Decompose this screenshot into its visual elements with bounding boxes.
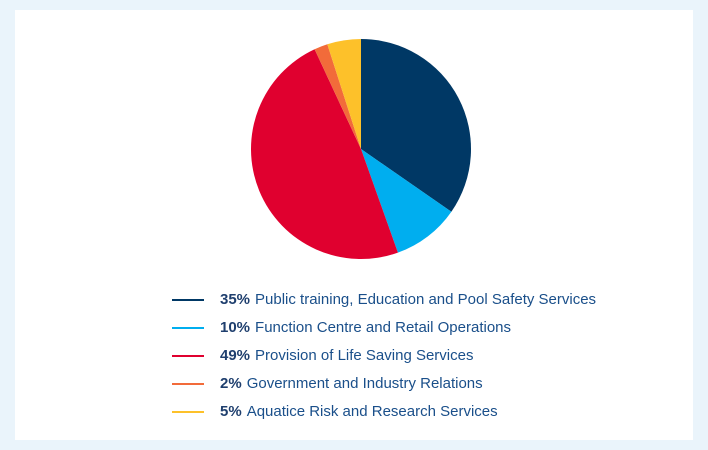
pie-slice xyxy=(361,39,471,212)
legend-label: Public training, Education and Pool Safe… xyxy=(255,291,596,308)
pie-slice xyxy=(251,49,398,259)
legend-value: 49% xyxy=(220,347,250,364)
legend-entry: 2% Government and Industry Relations xyxy=(220,375,483,392)
legend-value: 5% xyxy=(220,403,242,420)
legend-value: 35% xyxy=(220,291,250,308)
pie-slice xyxy=(327,39,361,149)
legend-label: Provision of Life Saving Services xyxy=(255,347,473,364)
legend-entry: 10% Function Centre and Retail Operations xyxy=(220,319,511,336)
legend-value: 2% xyxy=(220,375,242,392)
legend-entry: 5% Aquatice Risk and Research Services xyxy=(220,403,498,420)
legend-label: Function Centre and Retail Operations xyxy=(255,319,511,336)
legend-entry: 35% Public training, Education and Pool S… xyxy=(220,291,596,308)
legend-entry: 49% Provision of Life Saving Services xyxy=(220,347,473,364)
legend-label: Aquatice Risk and Research Services xyxy=(247,403,498,420)
legend-label: Government and Industry Relations xyxy=(247,375,483,392)
pie-slice xyxy=(314,44,361,149)
pie-slice xyxy=(361,149,452,253)
legend-value: 10% xyxy=(220,319,250,336)
